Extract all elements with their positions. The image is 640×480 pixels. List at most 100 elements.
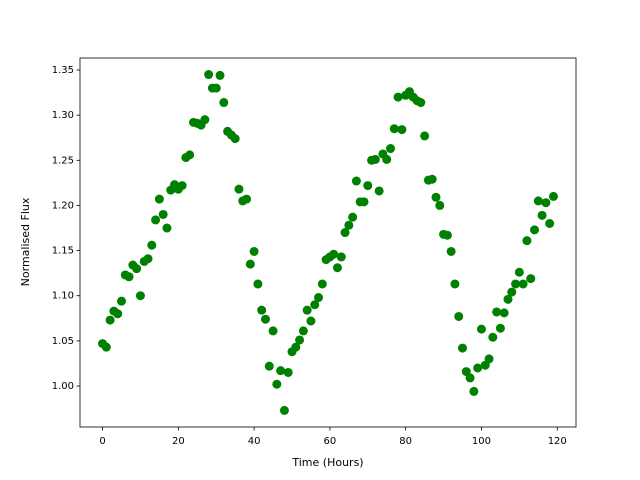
point bbox=[514, 267, 524, 277]
point bbox=[435, 200, 445, 210]
x-tick-label: 80 bbox=[399, 436, 412, 447]
point bbox=[135, 291, 145, 301]
point bbox=[389, 124, 399, 134]
point bbox=[541, 198, 551, 208]
x-tick-label: 0 bbox=[99, 436, 105, 447]
y-tick-label: 1.30 bbox=[52, 110, 74, 121]
x-tick-label: 120 bbox=[548, 436, 567, 447]
point bbox=[151, 215, 161, 225]
point bbox=[397, 125, 407, 135]
point bbox=[495, 323, 505, 333]
plot-frame bbox=[79, 57, 577, 428]
x-tick-label: 60 bbox=[324, 436, 337, 447]
point bbox=[382, 154, 392, 164]
point bbox=[272, 379, 282, 389]
point bbox=[484, 354, 494, 364]
point bbox=[548, 191, 558, 201]
point bbox=[530, 225, 540, 235]
point bbox=[386, 144, 396, 154]
x-tick-label: 100 bbox=[472, 436, 491, 447]
point bbox=[332, 263, 342, 273]
point bbox=[476, 324, 486, 334]
point bbox=[526, 274, 536, 284]
point bbox=[511, 279, 521, 289]
point bbox=[158, 209, 168, 219]
point bbox=[177, 181, 187, 191]
point bbox=[314, 293, 324, 303]
point bbox=[442, 230, 452, 240]
point bbox=[431, 192, 441, 202]
x-axis-label: Time (Hours) bbox=[291, 456, 363, 469]
point bbox=[507, 287, 517, 297]
point bbox=[450, 279, 460, 289]
point bbox=[306, 316, 316, 326]
point bbox=[276, 366, 286, 376]
point bbox=[257, 305, 267, 315]
point bbox=[124, 272, 134, 282]
point bbox=[473, 363, 483, 373]
point bbox=[363, 181, 373, 191]
y-tick-label: 1.20 bbox=[52, 200, 74, 211]
x-tick-label: 20 bbox=[172, 436, 185, 447]
point bbox=[279, 405, 289, 415]
point bbox=[317, 279, 327, 289]
point bbox=[200, 115, 210, 125]
point bbox=[458, 343, 468, 353]
point bbox=[533, 196, 543, 206]
y-tick-label: 1.35 bbox=[52, 65, 74, 76]
point bbox=[215, 70, 225, 80]
point bbox=[116, 296, 126, 306]
point bbox=[374, 186, 384, 196]
point bbox=[336, 252, 346, 262]
point bbox=[143, 254, 153, 264]
point bbox=[545, 218, 555, 228]
point bbox=[245, 259, 255, 269]
point bbox=[492, 307, 502, 317]
point bbox=[351, 176, 361, 186]
point bbox=[132, 264, 142, 274]
point bbox=[260, 314, 270, 324]
point bbox=[488, 332, 498, 342]
point bbox=[253, 279, 263, 289]
y-tick-label: 1.05 bbox=[52, 336, 74, 347]
point bbox=[268, 326, 278, 336]
point bbox=[427, 174, 437, 184]
y-axis-label: Normalised Flux bbox=[19, 197, 32, 286]
point bbox=[101, 342, 111, 352]
point bbox=[348, 212, 358, 222]
point bbox=[416, 98, 426, 108]
point bbox=[162, 223, 172, 233]
point bbox=[230, 134, 240, 144]
point bbox=[147, 240, 157, 250]
point bbox=[242, 194, 252, 204]
point bbox=[420, 131, 430, 141]
x-tick-label: 40 bbox=[248, 436, 261, 447]
point bbox=[499, 308, 509, 318]
point bbox=[295, 335, 305, 345]
point bbox=[234, 184, 244, 194]
point bbox=[340, 228, 350, 238]
y-tick-label: 1.10 bbox=[52, 291, 74, 302]
point bbox=[446, 246, 456, 256]
point bbox=[185, 150, 195, 160]
y-tick-label: 1.25 bbox=[52, 155, 74, 166]
point bbox=[113, 309, 123, 319]
point bbox=[211, 83, 221, 93]
point bbox=[105, 315, 115, 325]
point bbox=[469, 386, 479, 396]
point bbox=[518, 279, 528, 289]
point bbox=[298, 326, 308, 336]
point bbox=[291, 342, 301, 352]
point bbox=[344, 220, 354, 230]
point bbox=[249, 246, 259, 256]
point bbox=[465, 373, 475, 383]
point bbox=[283, 367, 293, 377]
point bbox=[310, 300, 320, 310]
point bbox=[302, 305, 312, 315]
point bbox=[503, 294, 513, 304]
point bbox=[219, 98, 229, 108]
y-tick-label: 1.00 bbox=[52, 381, 74, 392]
point bbox=[359, 197, 369, 207]
point bbox=[329, 249, 339, 259]
